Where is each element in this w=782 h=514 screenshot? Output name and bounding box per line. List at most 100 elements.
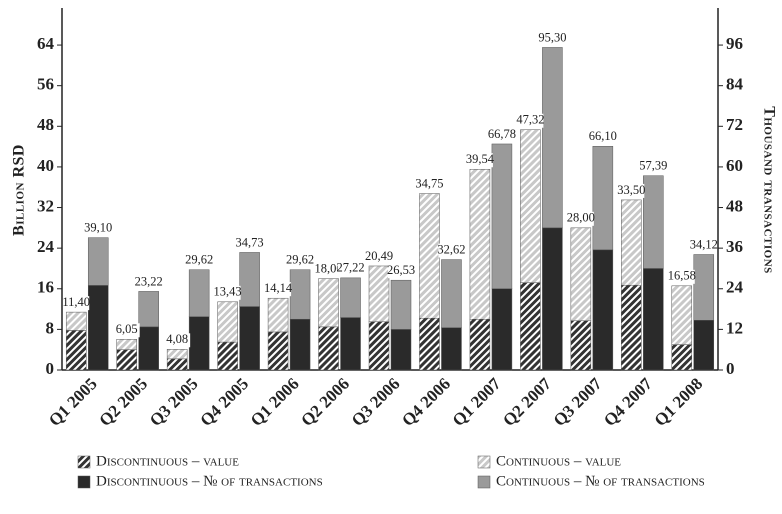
bar-segment <box>188 316 210 371</box>
y2-tick-label: 24 <box>726 278 744 297</box>
x-tick-label: Q2 2005 <box>95 374 151 430</box>
total-label: 26,53 <box>387 263 415 277</box>
total-label-bg <box>618 183 645 198</box>
legend-swatch <box>477 475 491 489</box>
total-label: 4,08 <box>166 332 188 346</box>
total-label: 11,40 <box>62 295 90 309</box>
bar-segment <box>621 284 642 371</box>
total-label-bg <box>466 153 493 168</box>
bar-segment <box>340 317 361 371</box>
x-tick-label: Q4 2007 <box>600 374 656 430</box>
total-label: 57,39 <box>639 159 667 173</box>
y2-tick-label: 48 <box>726 196 743 215</box>
bar-segment <box>65 330 87 371</box>
bar-segment <box>217 301 238 343</box>
bar-segment <box>643 175 664 269</box>
y2-tick-label: 96 <box>726 34 743 53</box>
bar-segment <box>138 326 159 371</box>
total-label-bg <box>690 238 717 253</box>
y2-tick-label: 84 <box>726 75 744 94</box>
total-label-bg <box>416 177 443 192</box>
total-label-bg <box>135 275 162 290</box>
total-label: 20,49 <box>365 249 393 263</box>
total-label: 39,10 <box>84 221 112 235</box>
y-tick-label: 40 <box>37 156 54 175</box>
legend-swatch <box>77 455 91 469</box>
bar-segment <box>441 259 462 328</box>
total-label-bg <box>337 261 364 276</box>
total-label: 16,58 <box>668 269 696 283</box>
total-label-bg <box>488 127 515 142</box>
bar-segment <box>469 168 491 320</box>
total-label-bg <box>539 31 566 46</box>
total-label-bg <box>517 113 544 128</box>
total-label-bg <box>236 236 263 251</box>
total-label: 29,62 <box>286 253 314 267</box>
bar-segment <box>239 252 260 307</box>
bar-segment <box>693 319 715 371</box>
bar-segment <box>542 47 563 229</box>
legend-label: Continuous – № of transactions <box>496 473 705 489</box>
total-label: 66,10 <box>589 129 617 143</box>
total-label-bg <box>63 296 90 311</box>
bar-segment <box>542 227 563 371</box>
x-tick-label: Q2 2007 <box>499 374 555 430</box>
total-label-bg <box>640 159 667 174</box>
bar-segment <box>570 227 592 322</box>
bar-segment <box>116 339 137 350</box>
total-label-bg <box>164 333 191 348</box>
legend-label: Discontinuous – value <box>96 453 239 469</box>
bar-segment <box>441 327 462 371</box>
y-tick-label: 32 <box>37 196 54 215</box>
total-label-bg <box>113 323 140 338</box>
total-label-bg <box>85 221 112 236</box>
bar-segment <box>318 326 339 371</box>
total-label: 33,50 <box>617 183 645 197</box>
bar-segment <box>318 278 339 328</box>
total-label: 95,30 <box>538 30 566 44</box>
bar-segment <box>520 282 541 371</box>
bar-segment <box>188 269 210 317</box>
total-label-bg <box>366 249 392 264</box>
bar-segment <box>621 199 642 286</box>
total-label: 47,32 <box>516 113 544 127</box>
y-tick-label: 64 <box>37 34 55 53</box>
bar-segment <box>570 320 592 371</box>
bar-segment <box>491 288 513 371</box>
bar-segment <box>671 344 693 371</box>
total-label: 32,62 <box>437 242 465 256</box>
bar-segment <box>217 341 238 371</box>
bar-segment <box>368 265 390 323</box>
x-tick-label: Q1 2007 <box>449 374 505 430</box>
x-tick-label: Q3 2006 <box>348 374 404 430</box>
x-tick-label: Q1 2006 <box>247 374 303 430</box>
y-tick-label: 8 <box>46 318 55 337</box>
x-tick-label: Q1 2005 <box>45 374 101 430</box>
legend-label: Continuous – value <box>496 453 621 469</box>
total-label-bg <box>315 262 342 277</box>
bar-segment <box>166 358 188 371</box>
bar-segment <box>592 146 614 251</box>
bar-segment <box>671 285 693 345</box>
bar-segment <box>289 269 311 320</box>
bar-segment <box>419 317 440 371</box>
legend-swatch <box>77 475 91 489</box>
total-label-bg <box>186 253 213 268</box>
total-label-bg <box>438 243 465 258</box>
y-tick-label: 16 <box>37 278 54 297</box>
bar-segment <box>138 291 159 328</box>
total-label: 34,75 <box>415 176 443 190</box>
total-label-bg <box>265 282 292 297</box>
total-label: 13,43 <box>214 285 242 299</box>
total-label: 14,14 <box>264 281 293 295</box>
total-label: 27,22 <box>336 261 364 275</box>
total-label-bg <box>567 211 594 226</box>
bar-segment <box>166 349 188 360</box>
total-label: 18,00 <box>314 261 342 275</box>
total-label: 34,73 <box>236 235 264 249</box>
y-tick-label: 56 <box>37 75 54 94</box>
bar-segment <box>469 318 491 371</box>
y2-tick-label: 36 <box>726 237 743 256</box>
y2-tick-label: 60 <box>726 156 743 175</box>
